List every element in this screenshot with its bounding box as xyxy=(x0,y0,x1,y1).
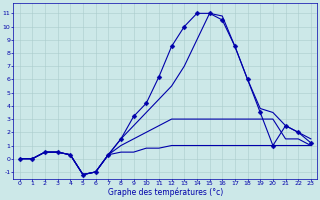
X-axis label: Graphe des températures (°c): Graphe des températures (°c) xyxy=(108,188,223,197)
